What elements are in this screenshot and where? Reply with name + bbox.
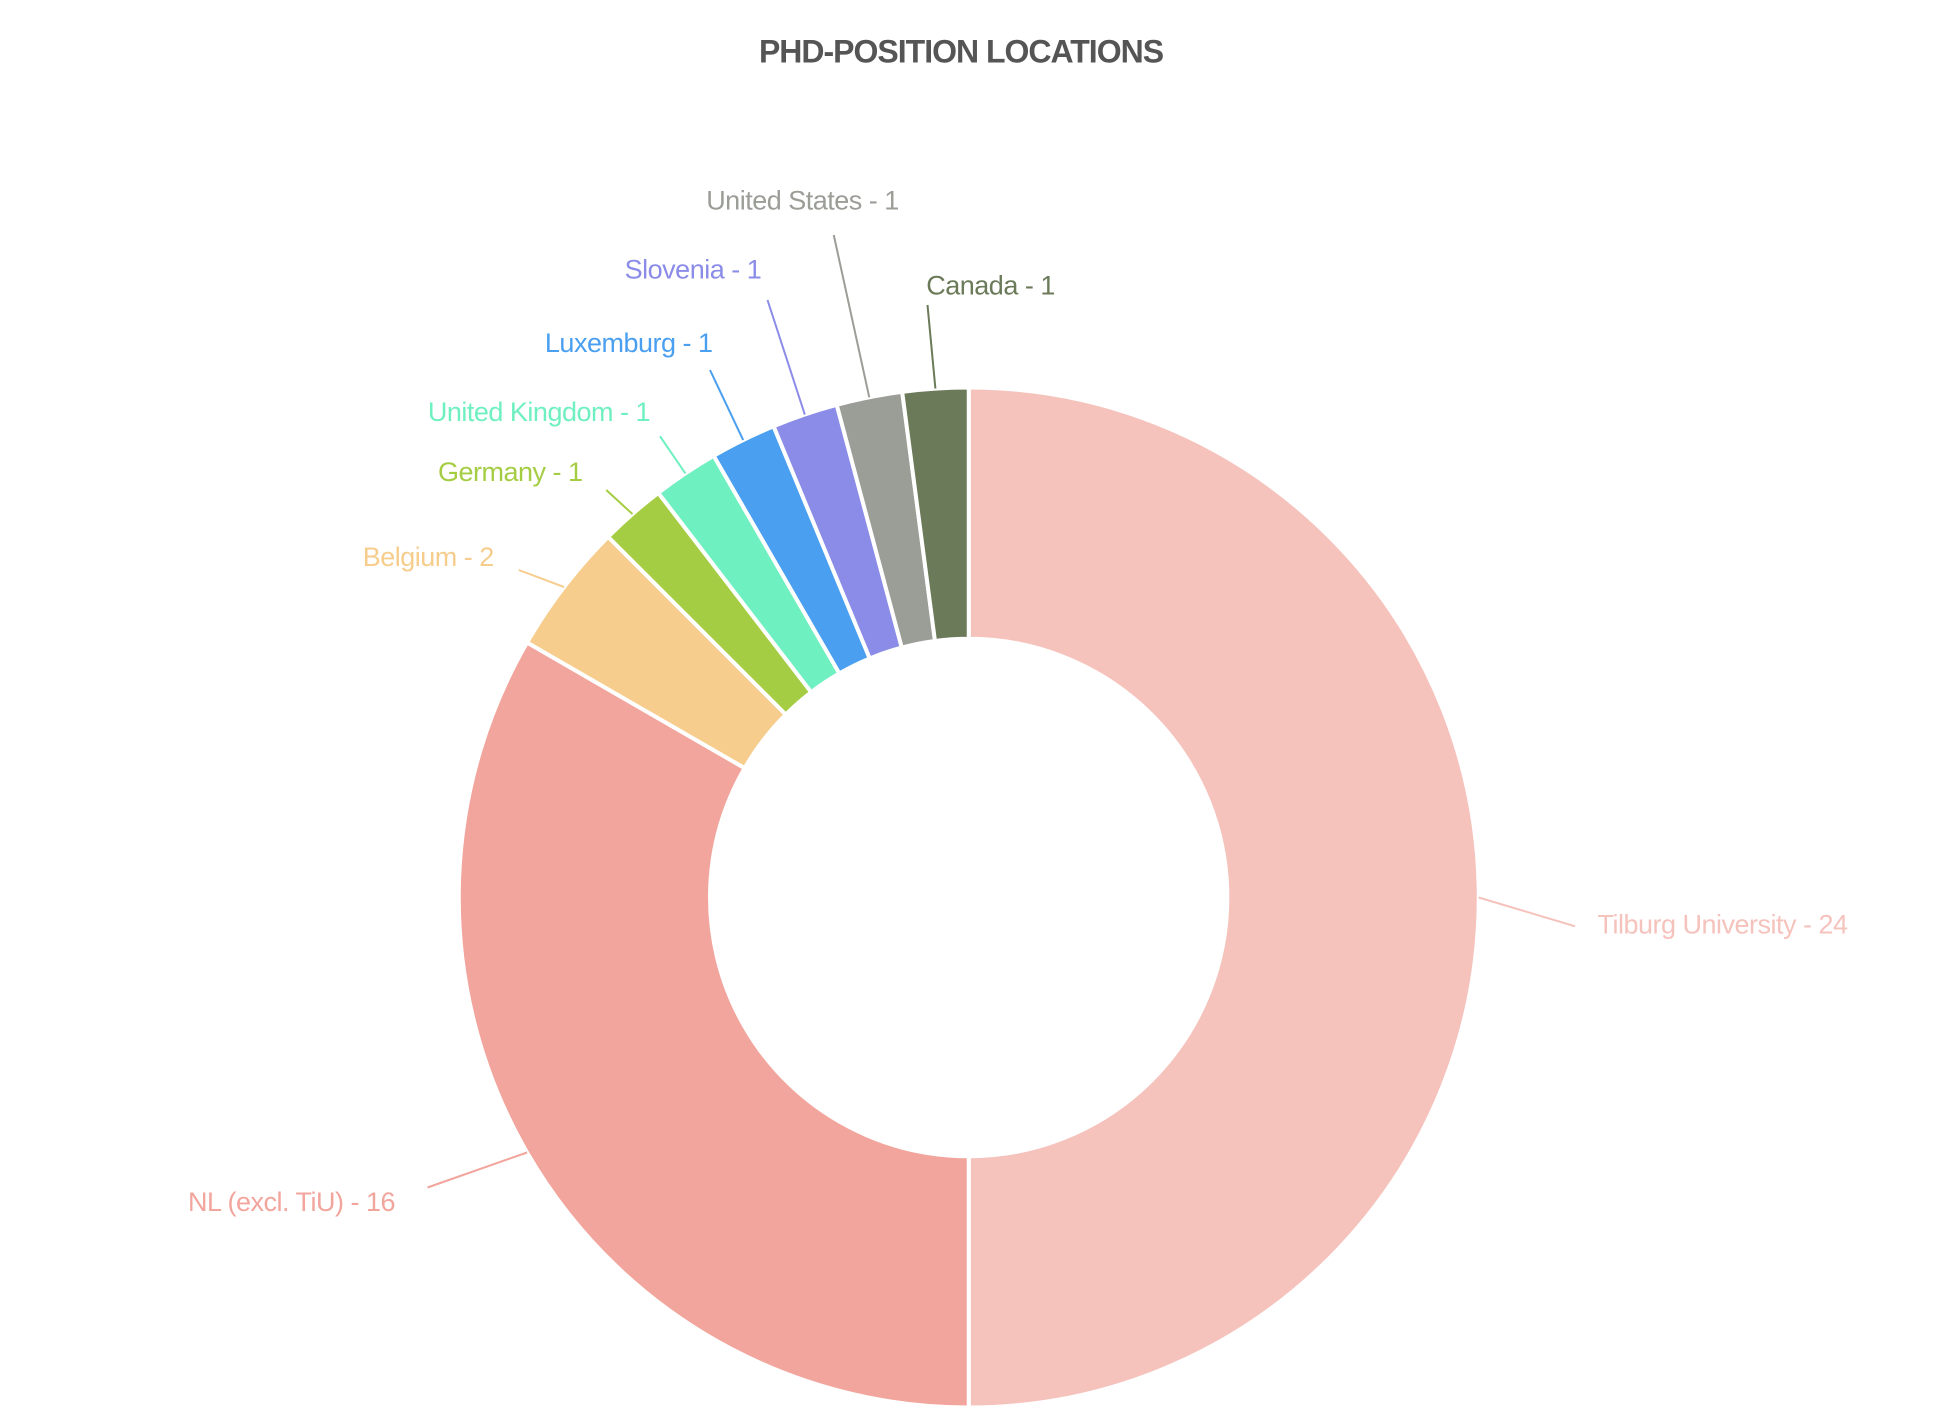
donut-slice	[966, 385, 1481, 1410]
leader-line	[518, 569, 565, 588]
slice-label: Tilburg University - 24	[1598, 909, 1849, 939]
leader-line	[832, 234, 871, 398]
chart-title: PHD-POSITION LOCATIONS	[759, 33, 1164, 69]
slice-label: Belgium - 2	[363, 542, 494, 572]
slice-label: Germany - 1	[438, 457, 583, 487]
slice-label: United Kingdom - 1	[428, 397, 650, 427]
slice-label: NL (excl. TiU) - 16	[188, 1187, 395, 1217]
leader-line	[1478, 896, 1576, 928]
slice-label: Canada - 1	[926, 271, 1055, 301]
slice-label: Luxemburg - 1	[545, 328, 713, 358]
donut-slice	[456, 639, 971, 1410]
leader-line	[926, 304, 937, 389]
leader-line	[709, 369, 745, 441]
slice-label: Slovenia - 1	[625, 254, 762, 284]
leader-line	[605, 489, 634, 515]
leader-line	[659, 435, 687, 475]
leader-line	[427, 1151, 528, 1189]
leader-line	[766, 299, 806, 415]
slice-label: United States - 1	[706, 186, 899, 216]
donut-slice	[899, 385, 971, 644]
